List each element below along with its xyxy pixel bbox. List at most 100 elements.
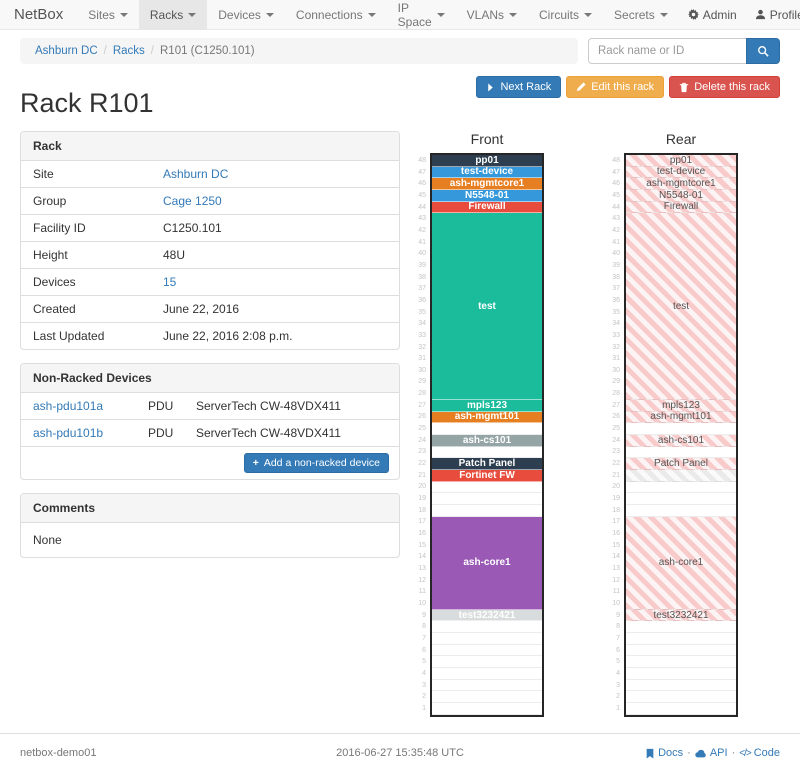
nav-item-devices[interactable]: Devices (207, 0, 285, 29)
unit-number: 1 (422, 704, 426, 712)
unit-number: 38 (418, 273, 426, 281)
unit-number: 35 (612, 308, 620, 316)
breadcrumb-link[interactable]: Racks (112, 45, 145, 57)
footer-link-api[interactable]: API (695, 747, 728, 759)
rack-unit-device-test3232421[interactable]: test3232421 (626, 609, 736, 622)
rack-info-label: Last Updated (33, 329, 105, 343)
breadcrumb-row: Ashburn DC / Racks / R101 (C1250.101) (20, 38, 780, 64)
nav-item-sites[interactable]: Sites (77, 0, 139, 29)
rack-unit-device-pp01[interactable]: pp01 (432, 155, 542, 167)
rack-unit-device-patch-panel[interactable]: Patch Panel (432, 458, 542, 470)
unit-number: 47 (612, 168, 620, 176)
rack-info-value: 48U (163, 248, 186, 262)
rack-unit-device-ash-core1[interactable]: ash-core1 (626, 516, 736, 610)
rack-unit-device-test-device[interactable]: test-device (626, 166, 736, 179)
unit-number: 45 (612, 191, 620, 199)
nav-item-ip-space[interactable]: IP Space (387, 0, 456, 29)
rack-unit-empty (432, 446, 542, 459)
unit-number: 5 (422, 658, 426, 666)
rack-unit-device-pp01[interactable]: pp01 (626, 155, 736, 167)
rack-unit-empty (626, 644, 736, 657)
unit-number: 23 (418, 448, 426, 456)
rack-unit-empty (432, 668, 542, 680)
breadcrumb-link[interactable]: Ashburn DC (35, 45, 98, 57)
rack-unit-device-n5548-01[interactable]: N5548-01 (626, 189, 736, 202)
nav-item-circuits[interactable]: Circuits (528, 0, 603, 29)
unit-number: 43 (612, 215, 620, 223)
delete-rack-button[interactable]: Delete this rack (669, 76, 780, 98)
main-content: Rack Site Ashburn DC Group Cage 1250 Facilit… (20, 131, 780, 717)
rack-unit-device-n5548-01[interactable]: N5548-01 (432, 189, 542, 202)
rack-unit-device-firewall[interactable]: Firewall (432, 201, 542, 214)
unit-number: 34 (418, 320, 426, 328)
front-rack: pp01 test-device ash-mgmtcore1 N5548-01 Fire… (430, 153, 544, 717)
rack-unit-device-ash-cs101[interactable]: ash-cs101 (432, 434, 542, 447)
rack-unit-device-fortinet-fw[interactable]: Fortinet FW (432, 469, 542, 482)
rack-unit-device-ash-mgmt101[interactable]: ash-mgmt101 (626, 411, 736, 424)
rack-unit-device-mpls123[interactable]: mpls123 (626, 399, 736, 412)
unit-number: 4 (422, 669, 426, 677)
front-elevation: Front 48 47 46 45 44 43 42 41 40 39 38 37 36 35 34 33 32… (416, 131, 544, 717)
rack-info-label: Created (33, 302, 76, 316)
rack-unit-device-ash-mgmtcore1[interactable]: ash-mgmtcore1 (626, 178, 736, 190)
footer-link-code[interactable]: </> Code (739, 747, 780, 759)
rack-unit-device-ash-core1[interactable]: ash-core1 (432, 516, 542, 610)
rack-unit-device-patch-panel[interactable]: Patch Panel (626, 458, 736, 470)
unit-number: 46 (418, 180, 426, 188)
rack-unit-device-test[interactable]: test (626, 213, 736, 400)
gear-icon (687, 9, 699, 20)
non-racked-device-name[interactable]: ash-pdu101a (33, 399, 104, 413)
unit-number: 14 (418, 553, 426, 561)
nav-util-admin[interactable]: Admin (679, 0, 746, 29)
unit-number: 41 (418, 238, 426, 246)
nav-util-profile[interactable]: Profile (746, 0, 800, 29)
rack-info-label: Devices (33, 275, 76, 289)
unit-number: 22 (418, 460, 426, 468)
next-rack-label: Next Rack (500, 81, 552, 93)
rack-unit-device-test3232421[interactable]: test3232421 (432, 609, 542, 622)
edit-rack-button[interactable]: Edit this rack (566, 76, 665, 98)
rack-info-row: Height 48U (21, 241, 399, 268)
unit-number: 16 (612, 530, 620, 537)
delete-rack-label: Delete this rack (694, 81, 770, 93)
rack-unit-device-firewall[interactable]: Firewall (626, 201, 736, 214)
nav-item-connections[interactable]: Connections (285, 0, 387, 29)
rack-info-label: Site (33, 167, 54, 181)
unit-number: 20 (612, 483, 620, 491)
app-brand[interactable]: NetBox (14, 6, 64, 23)
next-rack-button[interactable]: Next Rack (476, 76, 562, 98)
nav-item-racks[interactable]: Racks (138, 0, 208, 29)
rack-unit-device-ash-cs101[interactable]: ash-cs101 (626, 434, 736, 447)
rack-unit-device-test[interactable]: test (432, 213, 542, 400)
non-racked-device-row: ash-pdu101b PDU ServerTech CW-48VDX411 (21, 419, 399, 446)
rack-unit-device-ash-mgmt101[interactable]: ash-mgmt101 (432, 411, 542, 424)
footer-link-label: Docs (658, 747, 684, 759)
non-racked-device-name[interactable]: ash-pdu101b (33, 426, 104, 440)
unit-number: 26 (418, 413, 426, 421)
rear-unit-numbers: 48 47 46 45 44 43 42 41 40 39 38 37 36 35 34 33 32 31 30 29… (610, 153, 624, 717)
rack-info-value: June 22, 2016 (163, 302, 240, 316)
rack-unit-device-mpls123[interactable]: mpls123 (432, 399, 542, 412)
caret-down-icon (188, 12, 197, 17)
nav-item-label: Secrets (614, 7, 655, 22)
unit-number: 34 (612, 320, 620, 328)
unit-number: 5 (616, 658, 620, 666)
nav-item-secrets[interactable]: Secrets (603, 0, 679, 29)
rack-unit-device-test-device[interactable]: test-device (432, 166, 542, 179)
rack-info-value-link[interactable]: 15 (163, 275, 177, 289)
rack-info-value-link[interactable]: Cage 1250 (163, 194, 222, 208)
rack-info-row: Group Cage 1250 (21, 187, 399, 214)
add-non-racked-device-button[interactable]: + Add a non-racked device (243, 453, 389, 473)
non-racked-title: Non-Racked Devices (21, 364, 399, 393)
rack-unit-device-ash-mgmtcore1[interactable]: ash-mgmtcore1 (432, 178, 542, 190)
unit-number: 15 (418, 541, 426, 549)
nav-util-label: Admin (702, 7, 737, 22)
search-button[interactable] (746, 38, 780, 64)
nav-item-vlans[interactable]: VLANs (456, 0, 528, 29)
rack-info-value-link[interactable]: Ashburn DC (163, 167, 229, 181)
footer-link-docs[interactable]: Docs (645, 747, 683, 759)
unit-number: 25 (418, 425, 426, 433)
rack-elevations: Front 48 47 46 45 44 43 42 41 40 39 38 37 36 35 34 33 32… (416, 131, 738, 717)
search-input[interactable] (588, 38, 746, 64)
user-icon (755, 9, 766, 20)
